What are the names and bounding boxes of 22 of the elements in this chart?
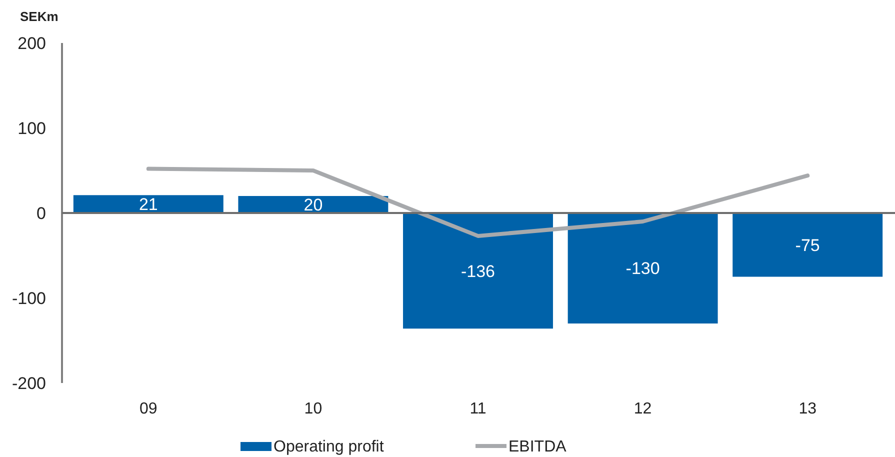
y-tick-label: 100 [18, 118, 46, 138]
legend-label: EBITDA [508, 438, 567, 456]
bar [732, 213, 883, 277]
bar [403, 213, 553, 329]
data-label: -130 [626, 259, 660, 278]
data-label: -136 [460, 262, 496, 281]
bar [568, 213, 718, 324]
legend-label: Operating profit [274, 438, 384, 456]
x-tick-label: 10 [304, 400, 322, 418]
y-tick-label: 200 [18, 34, 46, 53]
bar [73, 195, 224, 213]
y-tick-label: -200 [12, 374, 46, 393]
x-tick-label: 11 [470, 400, 486, 418]
x-tick-label: 12 [634, 400, 652, 418]
y-tick-label: -100 [12, 288, 46, 308]
x-tick-label: 13 [798, 400, 817, 418]
data-label: 20 [304, 195, 323, 214]
x-tick-label: 09 [140, 400, 158, 418]
y-tick-label: 0 [36, 204, 46, 223]
data-label: 21 [138, 195, 158, 214]
data-label: -75 [795, 236, 820, 255]
y-axis-title: SEKm [20, 9, 58, 24]
